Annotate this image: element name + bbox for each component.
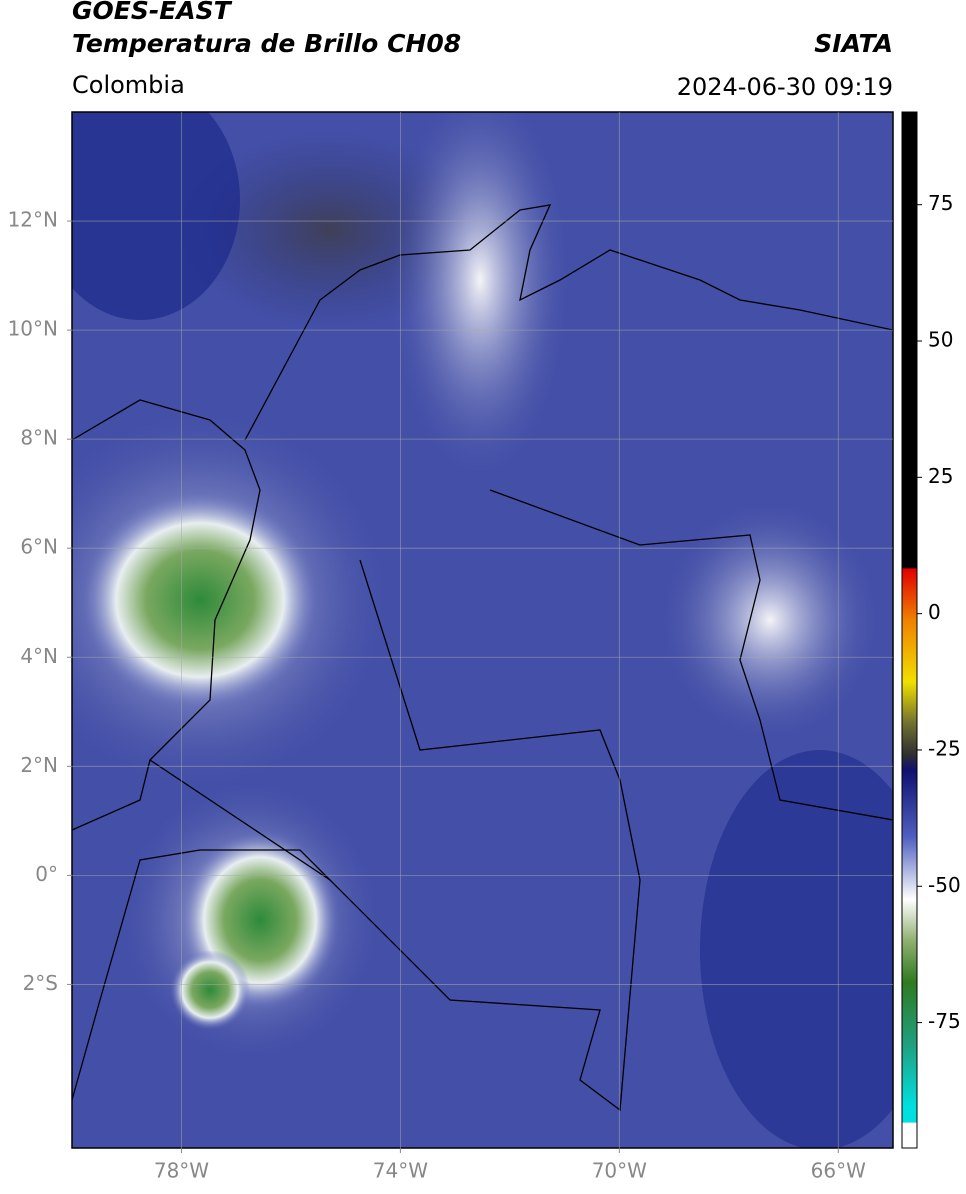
colorbar-tick-label: -50	[928, 873, 961, 897]
lat-tick-label: 0°	[35, 862, 58, 886]
lat-tick-label: 2°N	[20, 753, 58, 777]
lon-tick-label: 74°W	[373, 1159, 428, 1183]
lat-tick-label: 8°N	[20, 426, 58, 450]
colorbar-tick-label: 50	[928, 328, 953, 352]
map-frame	[71, 111, 894, 1149]
title: GOES-EAST	[72, 0, 233, 25]
colorbar-tick-label: -25	[928, 736, 961, 760]
colorbar-tick-label: 25	[928, 464, 953, 488]
lon-tick-label: 66°W	[811, 1159, 866, 1183]
colorbar-tick-label: 0	[928, 600, 941, 624]
datetime: 2024-06-30 09:19	[677, 73, 893, 101]
lat-tick-label: 2°S	[23, 971, 58, 995]
source: SIATA	[814, 29, 893, 58]
coastlines	[71, 204, 894, 1112]
lat-tick-label: 4°N	[20, 644, 58, 668]
lat-tick-label: 12°N	[8, 208, 58, 232]
lat-tick-label: 6°N	[20, 535, 58, 559]
colorbar-tick-label: -75	[928, 1009, 961, 1033]
colorbar	[901, 111, 918, 1149]
colorbar-tick-label: 75	[928, 191, 953, 215]
lat-tick-label: 10°N	[8, 317, 58, 341]
region: Colombia	[72, 71, 185, 99]
subtitle: Temperatura de Brillo CH08	[72, 29, 461, 58]
lon-tick-label: 78°W	[154, 1159, 209, 1183]
lon-tick-label: 70°W	[592, 1159, 647, 1183]
satellite-image	[72, 112, 893, 1148]
